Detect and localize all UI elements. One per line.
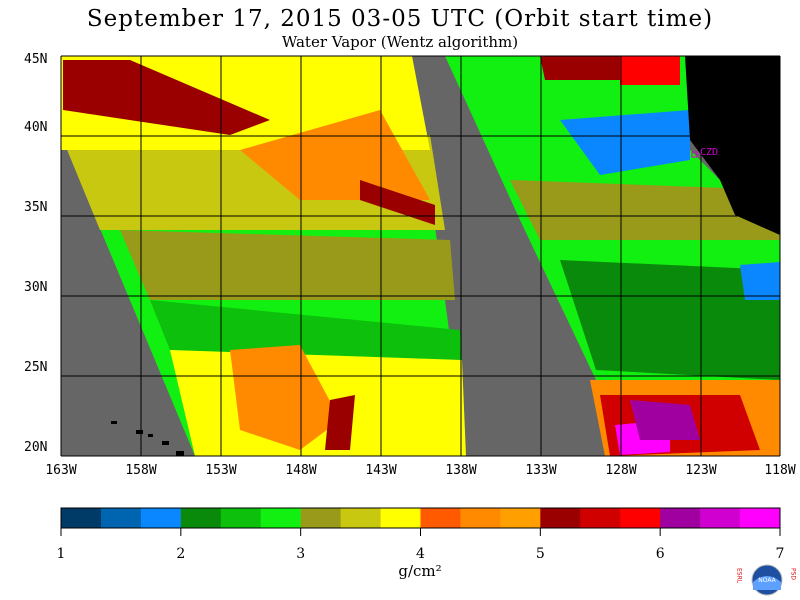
colorbar-swatch — [260, 508, 302, 528]
colorbar-tick-label: 1 — [56, 546, 66, 562]
colorbar-swatch — [300, 508, 342, 528]
colorbar-tick-label: 2 — [176, 546, 186, 562]
colorbar-tick-label: 7 — [775, 546, 785, 562]
svg-text:NOAA: NOAA — [758, 577, 776, 584]
colorbar-swatch — [700, 508, 741, 528]
swath-east-red-north2 — [620, 56, 680, 85]
hawaii-islands — [111, 421, 184, 456]
colorbar-swatch — [220, 508, 262, 528]
colorbar-swatch — [180, 508, 222, 528]
colorbar-swatch — [380, 508, 421, 528]
grid — [60, 55, 781, 457]
colorbar-swatch — [540, 508, 581, 528]
swath-east-blue — [560, 110, 690, 175]
swath-east-green-dark — [560, 260, 780, 380]
colorbar-tick-label: 6 — [655, 546, 665, 562]
colorbar-tick-label: 5 — [535, 546, 545, 562]
station-label: CZD — [700, 147, 719, 158]
swath-west-orange-core — [240, 110, 430, 200]
colorbar-swatch — [140, 508, 182, 528]
lat-label: 35N — [24, 200, 48, 215]
colorbar — [60, 507, 781, 536]
swath-west-green — [150, 300, 462, 360]
colorbar-swatch — [740, 508, 781, 528]
swath-east-blue2 — [740, 262, 780, 300]
colorbar-swatch — [500, 508, 541, 528]
colorbar-units: g/cm² — [398, 562, 442, 580]
swath-west-red2 — [360, 180, 435, 225]
swath-east-red-north — [540, 56, 620, 80]
lon-label: 153W — [205, 463, 237, 478]
lon-label: 163W — [45, 463, 77, 478]
colorbar-swatch — [100, 508, 142, 528]
svg-text:PSD: PSD — [790, 568, 797, 580]
swath-west-south-orange — [230, 345, 340, 450]
lat-label: 40N — [24, 120, 48, 135]
colorbar-swatch — [580, 508, 621, 528]
swath-east-south-purple — [630, 400, 700, 440]
lon-label: 123W — [685, 463, 717, 478]
lon-label: 148W — [285, 463, 317, 478]
lon-label: 143W — [365, 463, 397, 478]
colorbar-swatch — [660, 508, 701, 528]
station-marker-icon — [691, 151, 698, 158]
lat-label: 25N — [24, 360, 48, 375]
swath-east-olive — [510, 180, 780, 240]
land-black — [685, 56, 780, 235]
swath-west-red — [63, 60, 270, 135]
colorbar-tick-label: 3 — [296, 546, 306, 562]
lon-label: 138W — [445, 463, 477, 478]
lon-label: 118W — [764, 463, 796, 478]
colorbar-swatch — [460, 508, 501, 528]
lat-label: 30N — [24, 280, 48, 295]
svg-text:ESRL: ESRL — [736, 568, 743, 584]
lat-label: 20N — [24, 440, 48, 455]
colorbar-swatch — [61, 508, 102, 528]
map-subtitle: Water Vapor (Wentz algorithm) — [281, 33, 519, 51]
colorbar-swatch — [340, 508, 382, 528]
lon-label: 133W — [525, 463, 557, 478]
colorbar-swatch — [620, 508, 661, 528]
lat-label: 45N — [24, 52, 48, 67]
swath-west-olive — [120, 230, 455, 300]
lon-label: 128W — [605, 463, 637, 478]
colorbar-swatch — [420, 508, 461, 528]
colorbar-tick-label: 4 — [416, 546, 425, 562]
noaa-logo: NOAA ESRL PSD — [736, 564, 797, 596]
swath-west-south-red — [325, 395, 355, 450]
lon-label: 158W — [125, 463, 157, 478]
map-title: September 17, 2015 03-05 UTC (Orbit star… — [86, 6, 714, 32]
